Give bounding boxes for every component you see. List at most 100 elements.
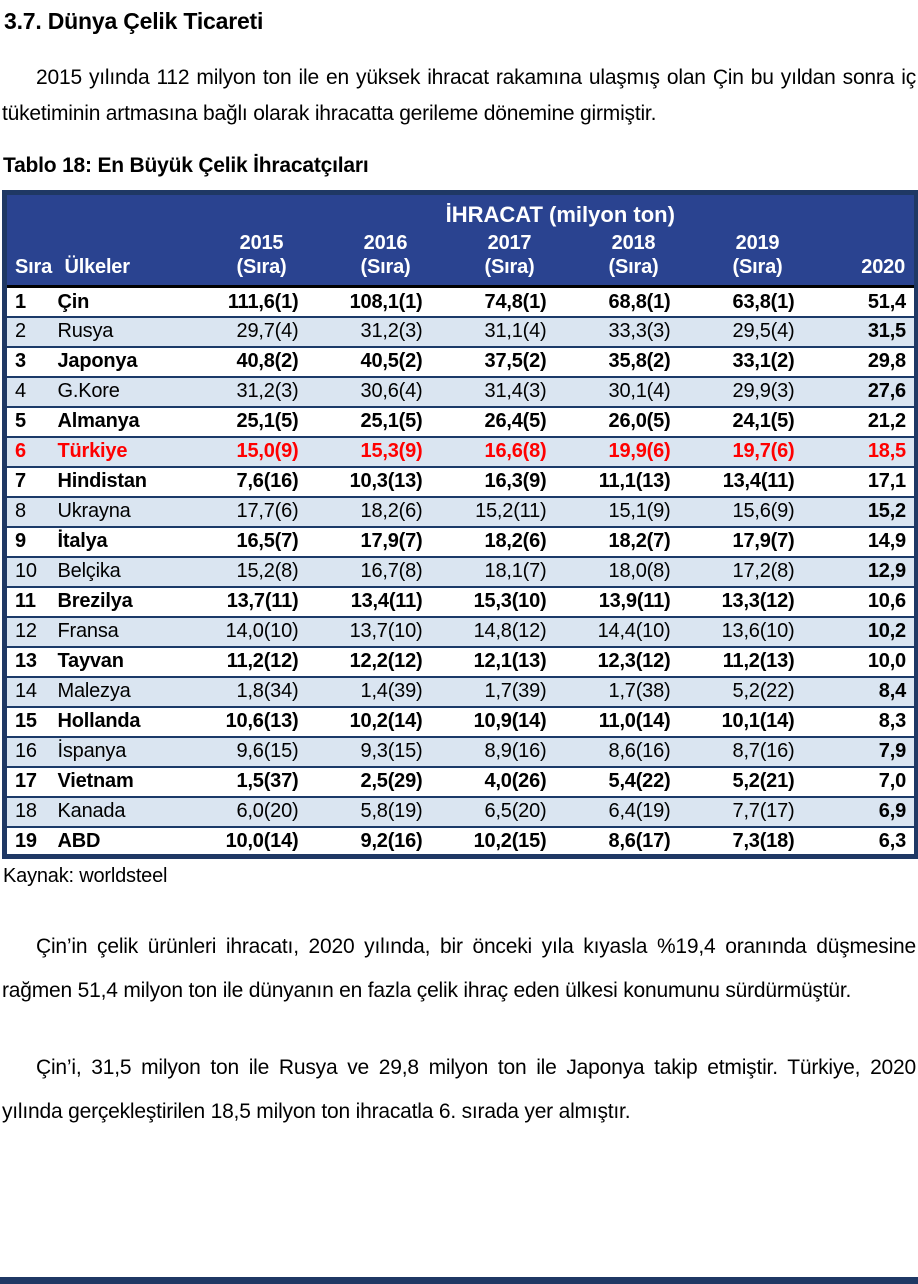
table-row: 4 G.Kore 31,2(3) 30,6(4) 31,4(3) 30,1(4) 29,9(… [4,376,917,408]
country-cell: Malezya [56,676,207,708]
value-cell: 6,0(20) [206,796,331,828]
value-cell: 13,6(10) [702,616,827,648]
value-cell: 17,9(7) [330,526,455,558]
value-cell: 10,3(13) [330,466,455,498]
analysis-paragraph-1: Çin’in çelik ürünleri ihracatı, 2020 yıl… [2,935,916,1002]
value-cell: 14,8(12) [454,616,579,648]
value-cell: 8,6(17) [608,829,671,852]
table-row: 14 Malezya 1,8(34) 1,4(39) 1,7(39) 1,7(38) 5,2… [4,676,917,708]
table-row: 12 Fransa 14,0(10) 13,7(10) 14,8(12) 14,4(10)… [4,616,917,648]
country-cell: Rusya [56,316,207,348]
value-cell: 1,5(37) [206,766,331,798]
value-cell: 17,9(7) [702,526,827,558]
value-2020-cell: 7,9 [826,736,917,768]
value-cell: 7,7(17) [702,796,827,828]
column-header-year: 2017 (Sıra) [454,228,579,289]
value-cell: 11,0(14) [578,706,703,738]
country-cell: Çin [56,286,207,318]
value-cell: 40,8(2) [206,346,331,378]
value-cell: 13,4(11) [330,586,455,618]
country-cell: Almanya [56,406,207,438]
value-cell: 15,6(9) [702,496,827,528]
value-cell: 29,7(4) [206,316,331,348]
rank-cell: 7 [4,466,57,498]
country-cell: Tayvan [56,646,207,678]
table-row: 18 Kanada 6,0(20) 5,8(19) 6,5(20) 6,4(19) 7,7(… [4,796,917,828]
table-row: 17 Vietnam 1,5(37) 2,5(29) 4,0(26) 5,4(22) 5,2… [4,766,917,798]
value-cell: 10,6(13) [206,706,331,738]
rank-cell: 16 [4,736,57,768]
value-cell: 10,2(14) [330,706,455,738]
value-cell: 18,0(8) [578,556,703,588]
column-header-year: 2018 (Sıra) [578,228,703,289]
column-header-2020: 2020 [826,228,917,289]
table-row: 8 Ukrayna 17,7(6) 18,2(6) 15,2(11) 15,1(9) 15,… [4,496,917,528]
value-cell: 16,3(9) [454,466,579,498]
value-2020-cell: 6,3 [878,829,906,852]
table-row: 2 Rusya 29,7(4) 31,2(3) 31,1(4) 33,3(3) 29,5(4… [4,316,917,348]
value-cell: 16,5(7) [206,526,331,558]
value-cell: 7,3(18) [732,829,795,852]
value-cell: 5,8(19) [330,796,455,828]
value-2020-cell: 29,8 [826,346,917,378]
value-2020-cell: 8,4 [826,676,917,708]
column-header-country: Ülkeler [56,228,207,289]
value-cell: 1,8(34) [206,676,331,708]
table-row: 5 Almanya 25,1(5) 25,1(5) 26,4(5) 26,0(5) 24,1… [4,406,917,438]
column-header-year: 2015 (Sıra) [206,228,331,289]
value-cell: 4,0(26) [454,766,579,798]
country-cell: İspanya [56,736,207,768]
country-cell: Kanada [56,796,207,828]
value-cell: 8,9(16) [454,736,579,768]
table-row: 11 Brezilya 13,7(11) 13,4(11) 15,3(10) 13,9(1… [4,586,917,618]
value-cell: 19,9(6) [578,436,703,468]
value-2020-cell: 6,9 [826,796,917,828]
country-cell: Türkiye [56,436,207,468]
value-cell: 29,5(4) [702,316,827,348]
value-cell: 17,7(6) [206,496,331,528]
value-cell: 15,2(8) [206,556,331,588]
intro-paragraph: 2015 yılında 112 milyon ton ile en yükse… [2,66,916,126]
value-cell: 5,4(22) [578,766,703,798]
rank-cell: 5 [4,406,57,438]
value-cell: 30,6(4) [330,376,455,408]
rank-cell: 3 [4,346,57,378]
table-header-spacer [4,192,207,229]
value-cell: 31,2(3) [206,376,331,408]
value-cell: 12,3(12) [578,646,703,678]
value-cell: 6,4(19) [578,796,703,828]
rank-cell: 9 [4,526,57,558]
value-cell: 31,1(4) [454,316,579,348]
value-cell: 1,4(39) [330,676,455,708]
value-cell: 15,1(9) [578,496,703,528]
value-cell: 35,8(2) [578,346,703,378]
rank-cell: 18 [4,796,57,828]
value-cell: 5,2(22) [702,676,827,708]
value-2020-cell: 15,2 [826,496,917,528]
value-cell: 9,2(16) [360,829,423,852]
value-cell: 26,4(5) [454,406,579,438]
table-row: 13 Tayvan 11,2(12) 12,2(12) 12,1(13) 12,3(12)… [4,646,917,678]
rank-cell: 15 [4,706,57,738]
rank-cell: 6 [4,436,57,468]
rank-cell: 10 [4,556,57,588]
value-cell: 8,6(16) [578,736,703,768]
rank-cell: 11 [4,586,57,618]
value-cell: 24,1(5) [702,406,827,438]
rank-cell: 19 [15,829,37,852]
value-cell: 63,8(1) [702,286,827,318]
value-2020-cell: 21,2 [826,406,917,438]
rank-cell: 2 [4,316,57,348]
value-cell: 9,3(15) [330,736,455,768]
table-row: 1 Çin 111,6(1) 108,1(1) 74,8(1) 68,8(1) 63,8(1… [4,286,917,318]
table-row: 15 Hollanda 10,6(13) 10,2(14) 10,9(14) 11,0(1… [4,706,917,738]
value-2020-cell: 51,4 [826,286,917,318]
value-cell: 15,3(9) [330,436,455,468]
value-cell: 13,9(11) [578,586,703,618]
value-cell: 1,7(39) [454,676,579,708]
table-group-header-row: İHRACAT (milyon ton) [4,192,917,229]
rank-cell: 17 [4,766,57,798]
value-2020-cell: 10,2 [826,616,917,648]
country-cell: Fransa [56,616,207,648]
value-cell: 12,2(12) [330,646,455,678]
